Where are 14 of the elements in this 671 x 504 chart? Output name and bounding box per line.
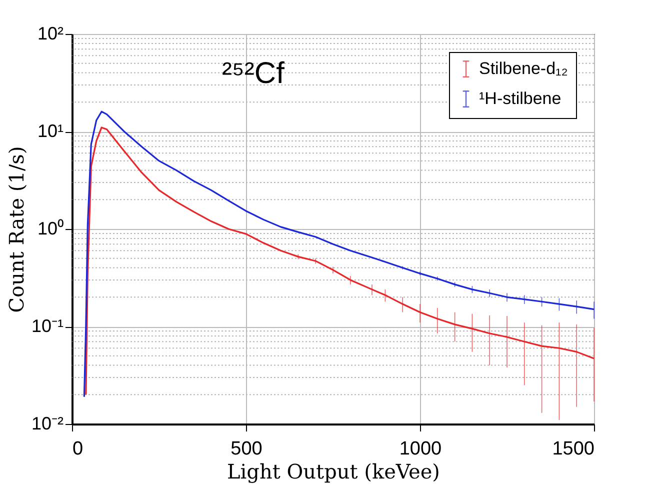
y-tick-label: 10⁻² — [31, 414, 64, 434]
x-tick-label: 1500 — [552, 438, 594, 460]
y-tick-label: 10⁰ — [37, 218, 64, 238]
y-tick-label: 10¹ — [37, 121, 64, 141]
x-tick-label: 500 — [230, 438, 262, 460]
y-tick-label: 10² — [37, 24, 64, 44]
y-axis-title: Count Rate (1/s) — [4, 146, 28, 313]
y-tick-label: 10⁻¹ — [31, 316, 64, 336]
x-tick-label: 1000 — [399, 438, 442, 460]
annotation: ²⁵²Cf — [222, 57, 286, 90]
x-axis-title: Light Output (keVee) — [227, 460, 440, 484]
x-tick-label: 0 — [72, 438, 84, 460]
legend-label: ¹H-stilbene — [479, 89, 562, 108]
legend-label: Stilbene-d₁₂ — [479, 59, 568, 78]
